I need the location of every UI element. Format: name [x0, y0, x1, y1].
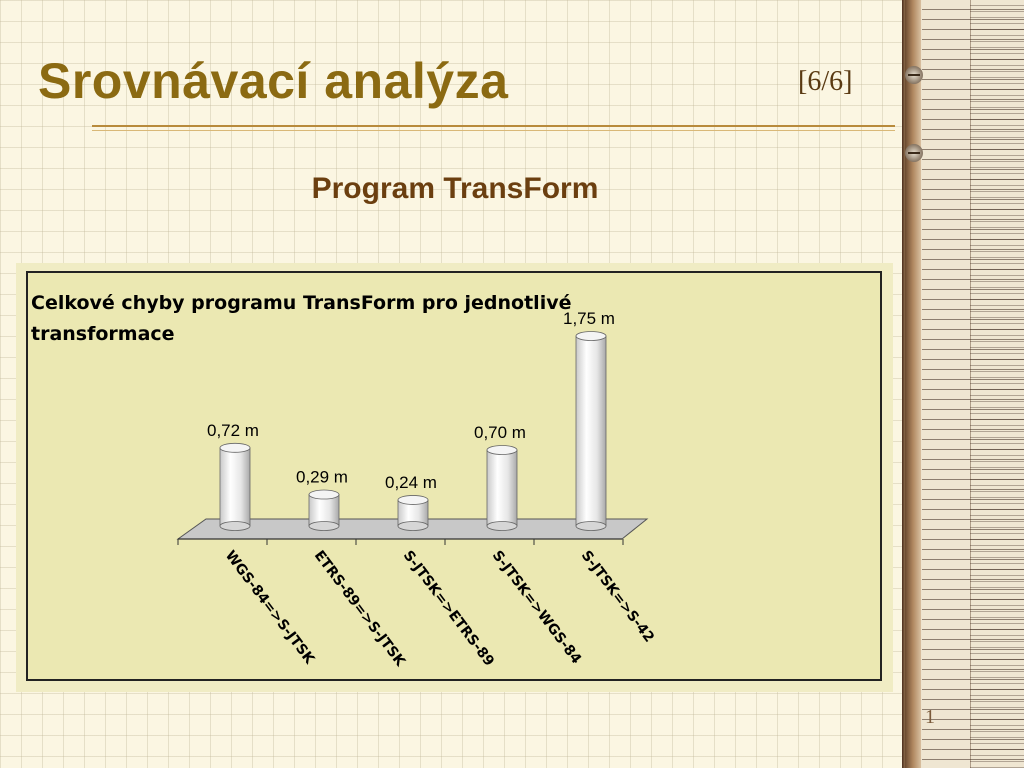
bar-base	[219, 521, 251, 531]
ruler-edge	[905, 0, 921, 768]
ruler-ticks	[922, 0, 1024, 768]
bar-cylinder	[486, 449, 518, 527]
data-label: 0,72 m	[207, 421, 259, 440]
title-underline	[92, 125, 895, 127]
chart-frame	[26, 271, 882, 681]
data-label: 0,29 m	[296, 468, 348, 487]
bar-base	[308, 521, 340, 531]
data-label: 0,70 m	[474, 423, 526, 442]
screw-icon	[905, 144, 923, 162]
bar-base	[575, 521, 607, 531]
bar-base	[397, 521, 429, 531]
bar-top	[397, 495, 429, 505]
chart-title: Celkové chyby programu TransForm pro jed…	[31, 292, 572, 345]
category-label: WGS-84=>S-JTSK	[222, 548, 318, 668]
bar-cylinder	[219, 447, 251, 527]
data-label: 1,75 m	[563, 309, 615, 328]
category-label: S-JTSK=>WGS-84	[489, 548, 585, 668]
ruler-scale	[970, 0, 1024, 768]
category-label: S-JTSK=>S-42	[578, 548, 657, 646]
category-label: S-JTSK=>ETRS-89	[400, 548, 497, 670]
chart-plot: 0,72 m WGS-84=>S-JTSK 0,29 m ETRS-89=>S-JTS…	[176, 309, 657, 671]
bar-top	[219, 442, 251, 453]
slide-subtitle: Program TransForm	[311, 172, 599, 205]
category-label: ETRS-89=>S-JTSK	[311, 548, 409, 671]
bar-top	[308, 489, 340, 500]
slide-title: Srovnávací analýza	[38, 53, 509, 109]
title-underline-thin	[92, 130, 895, 131]
page-indicator: [6/6]	[798, 66, 853, 97]
bar-top	[486, 445, 518, 455]
data-label: 0,24 m	[385, 473, 437, 492]
bar-base	[486, 521, 518, 531]
bar-top	[575, 331, 607, 341]
slide-corner-mark: 1	[925, 706, 935, 728]
screw-icon	[905, 66, 923, 84]
bar-cylinder	[575, 335, 607, 527]
